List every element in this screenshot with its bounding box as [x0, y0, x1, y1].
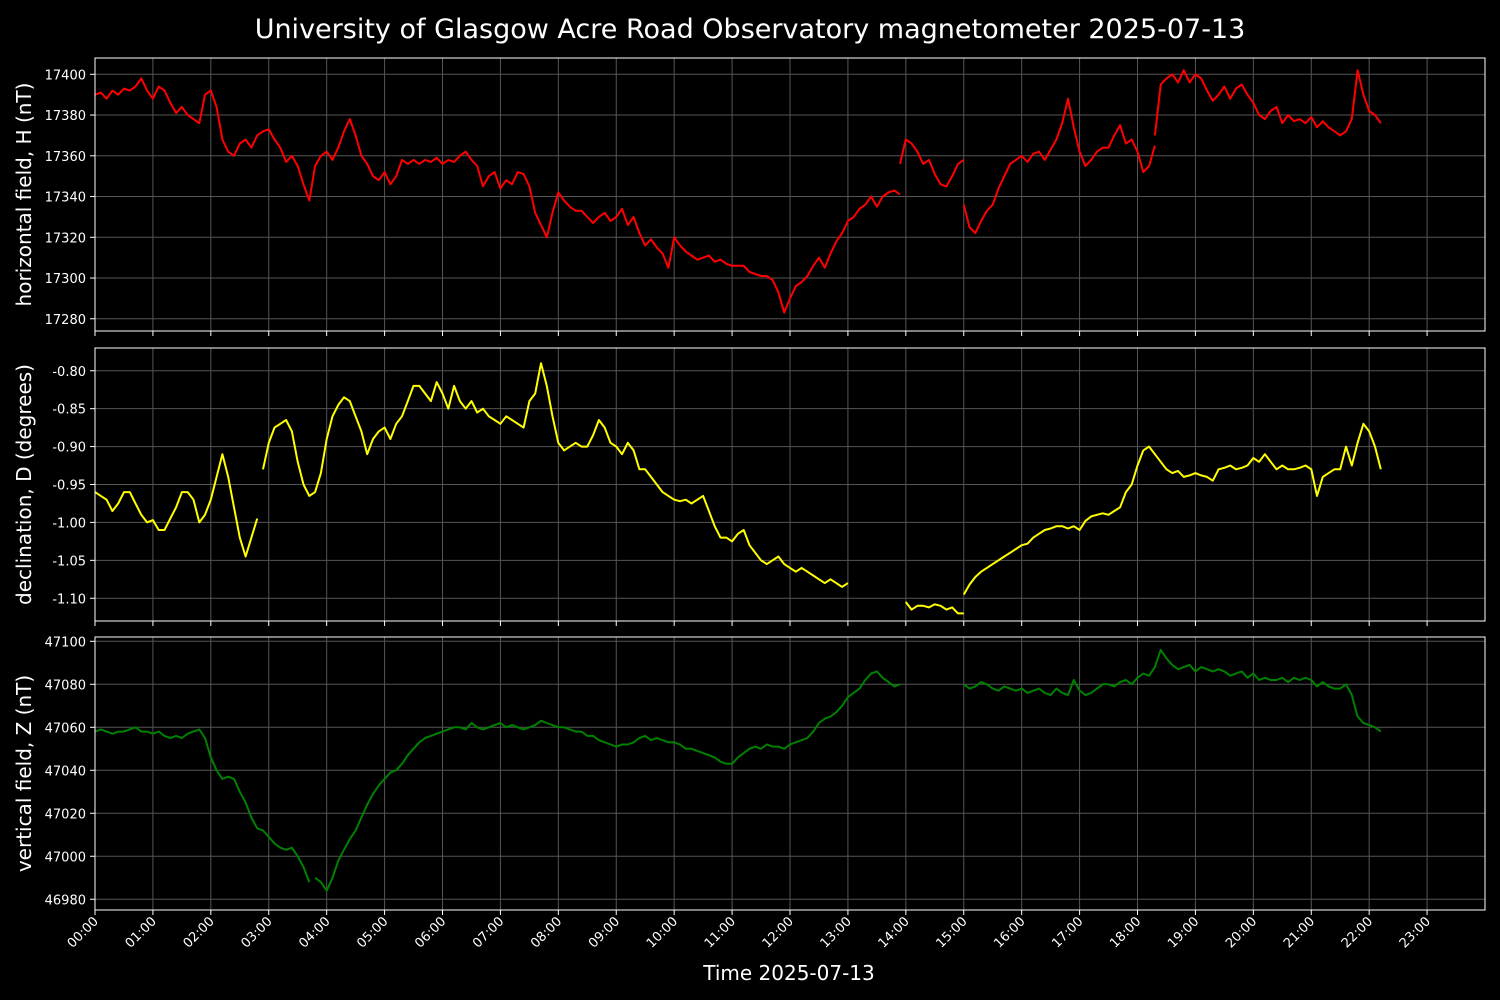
x-tick-label: 07:00 — [470, 914, 507, 951]
y-tick-label: 47080 — [45, 678, 86, 693]
horizontal-field-panel: 17280 17300 17320 17340 17360 17380 17400 horiz… — [12, 57, 1486, 336]
x-tick-label: 12:00 — [760, 914, 797, 951]
vertical-field-series-line — [314, 670, 901, 892]
y-tick-label: 47020 — [45, 807, 86, 822]
x-tick-label: 17:00 — [1049, 914, 1086, 951]
declination-series-line — [962, 422, 1382, 595]
y-tick-label: -0.95 — [52, 479, 86, 494]
y-tick-label: -1.05 — [52, 554, 86, 569]
y-tick-label: -0.85 — [52, 403, 86, 418]
declination-series-line — [905, 601, 964, 615]
x-tick-label: 13:00 — [818, 914, 855, 951]
chart-title: University of Glasgow Acre Road Observat… — [254, 14, 1246, 45]
x-tick-label: 01:00 — [123, 914, 160, 951]
y-tick-label: -1.00 — [52, 516, 86, 531]
panels-layer: 17280 17300 17320 17340 17360 17380 17400 horiz… — [12, 57, 1486, 951]
x-tick-label: 05:00 — [354, 914, 391, 951]
y-tick-label: -1.10 — [52, 592, 86, 607]
x-tick-label: 08:00 — [528, 914, 565, 951]
y-tick-label: 17340 — [45, 191, 86, 206]
y-tick-label: 17380 — [45, 109, 86, 124]
y-tick-label: 47000 — [45, 850, 86, 865]
horizontal-field-series-line — [899, 138, 965, 188]
declination-series-line — [94, 453, 259, 558]
vertical-field-panel: 46980 47000 47020 47040 47060 47080 47100 verti… — [12, 635, 1486, 915]
vertical-field-series-line — [94, 726, 311, 883]
plot-frame — [94, 57, 1486, 332]
x-tick-label: 02:00 — [181, 914, 218, 951]
y-tick-label: 47040 — [45, 764, 86, 779]
y-tick-label: 47060 — [45, 721, 86, 736]
x-tick-label: 03:00 — [238, 914, 275, 951]
x-tick-label: 14:00 — [876, 914, 913, 951]
x-tick-label: 00:00 — [65, 914, 102, 951]
y-tick-label: 47100 — [45, 635, 86, 650]
y-tick-label: 17280 — [45, 313, 86, 328]
vertical-field-series-line — [963, 648, 1382, 733]
horizontal-field-series-line — [1153, 69, 1382, 137]
horizontal-field-series-line — [94, 77, 901, 314]
declination-series-line — [262, 362, 849, 588]
horizontal-field-y-axis-label: horizontal field, H (nT) — [12, 83, 36, 307]
y-tick-label: 17360 — [45, 150, 86, 165]
x-tick-label: 16:00 — [991, 914, 1028, 951]
x-axis-label: Time 2025-07-13 — [702, 961, 875, 985]
y-tick-label: -0.80 — [52, 365, 86, 380]
x-tick-label: 06:00 — [412, 914, 449, 951]
x-tick-label: 22:00 — [1339, 914, 1376, 951]
plot-frame — [94, 347, 1486, 622]
y-tick-label: 17320 — [45, 231, 86, 246]
plot-frame — [94, 636, 1486, 911]
x-tick-label: 11:00 — [702, 914, 739, 951]
x-tick-label: 20:00 — [1223, 914, 1260, 951]
y-tick-label: 46980 — [45, 893, 86, 908]
horizontal-field-series-line — [962, 97, 1156, 235]
x-tick-label: 23:00 — [1397, 914, 1434, 951]
x-tick-label: 21:00 — [1281, 914, 1318, 951]
declination-panel: -1.10 -1.05 -1.00 -0.95 -0.90 -0.85 -0.80 decli… — [12, 347, 1486, 626]
x-tick-label: 10:00 — [644, 914, 681, 951]
y-tick-label: 17400 — [45, 68, 86, 83]
x-tick-label: 15:00 — [933, 914, 970, 951]
declination-y-axis-label: declination, D (degrees) — [12, 364, 36, 605]
x-tick-label: 18:00 — [1107, 914, 1144, 951]
y-tick-label: -0.90 — [52, 441, 86, 456]
vertical-field-y-axis-label: vertical field, Z (nT) — [12, 675, 36, 872]
y-tick-label: 17300 — [45, 272, 86, 287]
x-tick-label: 04:00 — [296, 914, 333, 951]
x-tick-label: 19:00 — [1165, 914, 1202, 951]
x-tick-label: 09:00 — [586, 914, 623, 951]
